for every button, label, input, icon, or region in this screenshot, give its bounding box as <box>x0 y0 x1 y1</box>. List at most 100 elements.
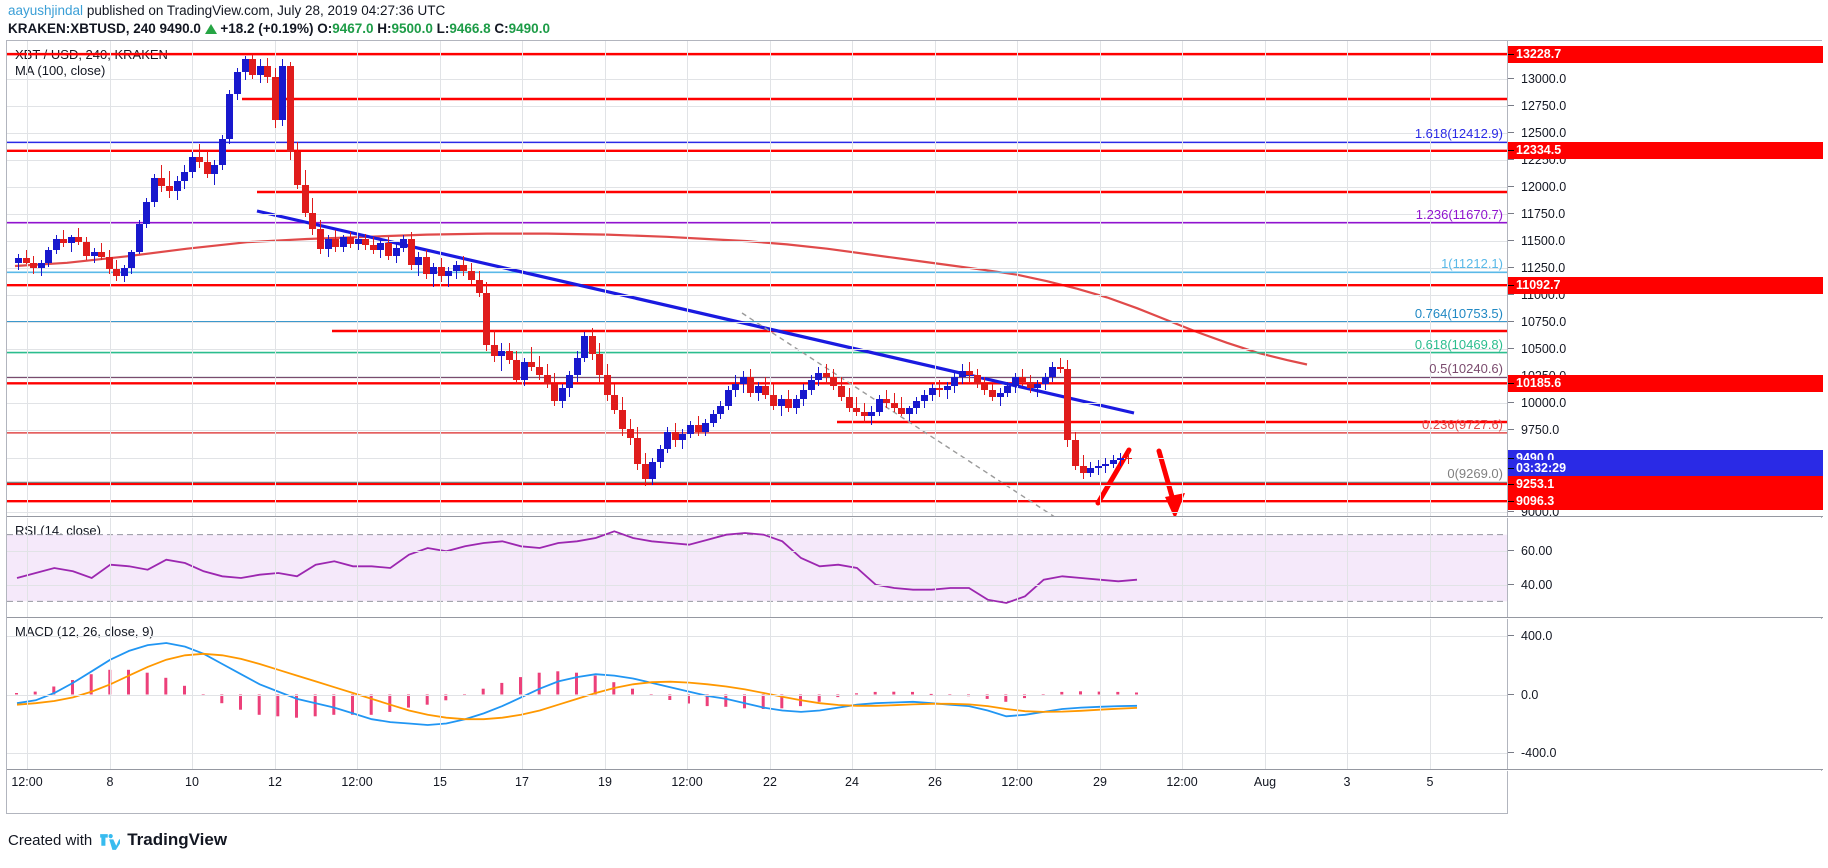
macd-histogram-bar <box>780 694 784 709</box>
price-tick: 13000.0 <box>1508 72 1823 86</box>
macd-pane[interactable]: MACD (12, 26, close, 9) 400.0 0.0 -400.0 <box>7 619 1823 770</box>
macd-histogram-bar <box>127 669 130 695</box>
price-tick: 12500.0 <box>1508 126 1823 140</box>
macd-histogram-bar <box>892 691 896 695</box>
time-axis-corner <box>1507 771 1822 814</box>
chart-frame[interactable]: XBT / USD, 240, KRAKEN MA (100, close) 1… <box>6 40 1823 814</box>
grid-line-vertical <box>440 518 441 617</box>
macd-histogram-bar <box>929 693 933 695</box>
grid-line-vertical <box>935 619 936 769</box>
price-tag-support[interactable]: 9253.1 <box>1508 475 1823 493</box>
grid-line-horizontal <box>7 160 1507 161</box>
grid-line-vertical <box>192 41 193 516</box>
macd-histogram-bar <box>1023 694 1026 699</box>
grid-line-vertical <box>440 619 441 769</box>
low-label: L: <box>436 21 450 36</box>
macd-histogram-bar <box>1135 692 1138 695</box>
macd-histogram-bar <box>164 677 168 695</box>
grid-line-horizontal <box>7 584 1507 586</box>
macd-histogram-bar <box>407 694 410 708</box>
time-tick-label: 12:00 <box>341 775 373 789</box>
grid-line-vertical <box>1347 41 1348 516</box>
rsi-band <box>7 534 1507 602</box>
macd-histogram-bar <box>575 672 578 695</box>
price-tick: 10000.0 <box>1508 396 1823 410</box>
grid-line-vertical <box>27 41 28 516</box>
macd-histogram-bar <box>836 694 840 698</box>
macd-scale: 400.0 0.0 -400.0 <box>1507 619 1822 769</box>
grid-line-horizontal <box>7 511 1507 513</box>
price-tick: 12000.0 <box>1508 180 1823 194</box>
time-tick-label: 12:00 <box>1166 775 1198 789</box>
macd-tick: 400.0 <box>1508 629 1823 643</box>
rsi-plot-area[interactable]: RSI (14, close) <box>7 518 1507 617</box>
time-tick-label: 12:00 <box>671 775 703 789</box>
grid-line-vertical <box>935 518 936 617</box>
time-tick-label: 12:00 <box>1001 775 1033 789</box>
footer: Created with TradingView <box>8 820 227 860</box>
price-tag-countdown[interactable]: 03:32:29 <box>1508 459 1823 477</box>
grid-line-vertical <box>1017 41 1018 516</box>
grid-line-vertical <box>1265 619 1266 769</box>
macd-histogram-bar <box>313 694 317 717</box>
price-pane[interactable]: XBT / USD, 240, KRAKEN MA (100, close) 1… <box>7 41 1823 517</box>
macd-histogram-bar <box>631 688 634 695</box>
macd-histogram-bar <box>71 680 74 695</box>
macd-histogram-bar <box>668 694 672 700</box>
high-value: 9500.0 <box>391 21 433 36</box>
price-tag-resistance[interactable]: 13228.7 <box>1508 45 1823 63</box>
rsi-overlay <box>7 530 1507 604</box>
grid-line-vertical <box>770 619 771 769</box>
grid-line-vertical <box>1100 619 1101 769</box>
macd-histogram-bar <box>52 686 56 695</box>
macd-study-title: MACD (12, 26, close, 9) <box>15 624 154 639</box>
price-tag-support[interactable]: 9096.3 <box>1508 492 1823 510</box>
macd-histogram-bar <box>276 694 280 717</box>
price-tick: 11250.0 <box>1508 261 1823 275</box>
high-label: H: <box>377 21 392 36</box>
grid-line-vertical <box>522 518 523 617</box>
time-axis[interactable]: 12:00 8 10 12 12:00 15 17 19 12:00 22 24 26 12:00 29 1… <box>7 771 1823 814</box>
macd-histogram-bar <box>369 694 373 715</box>
close-label: C: <box>494 21 509 36</box>
macd-histogram-bar <box>15 693 18 695</box>
price-tag-resistance[interactable]: 11092.7 <box>1508 276 1823 294</box>
grid-line-vertical <box>440 41 441 516</box>
macd-plot-area[interactable]: MACD (12, 26, close, 9) <box>7 619 1507 769</box>
author-name[interactable]: aayushjindal <box>8 3 84 18</box>
grid-line-vertical <box>852 518 853 617</box>
macd-histogram-bar <box>705 694 709 707</box>
close-value: 9490.0 <box>508 21 550 36</box>
macd-histogram-bar <box>1004 694 1008 702</box>
macd-histogram-bar <box>33 691 37 695</box>
publish-line: aayushjindal published on TradingView.co… <box>8 3 1828 19</box>
macd-histogram-bar <box>1097 691 1101 695</box>
price-scale[interactable]: 13000.0 12750.0 12500.0 12250.0 12000.0 11750… <box>1507 41 1823 516</box>
grid-line-vertical <box>935 41 936 516</box>
grid-line-vertical <box>852 619 853 769</box>
grid-line-horizontal <box>7 349 1507 351</box>
chart-header: aayushjindal published on TradingView.co… <box>0 0 1828 36</box>
grid-line-vertical <box>605 518 606 617</box>
price-tag-resistance[interactable]: 10185.6 <box>1508 374 1823 392</box>
grid-line-vertical <box>1017 518 1018 617</box>
grid-line-vertical <box>1265 41 1266 516</box>
rsi-pane[interactable]: RSI (14, close) 60.00 40.00 <box>7 518 1823 618</box>
grid-line-horizontal <box>7 132 1507 134</box>
grid-line-horizontal <box>7 214 1507 216</box>
price-plot-area[interactable]: XBT / USD, 240, KRAKEN MA (100, close) 1… <box>7 41 1507 516</box>
macd-histogram-bar <box>761 694 765 709</box>
fib-level-label: 0.5(10240.6) <box>1429 361 1503 377</box>
time-axis-labels: 12:00 8 10 12 12:00 15 17 19 12:00 22 24 26 12:00 29 1… <box>7 771 1507 814</box>
fib-level-label: 1.236(11670.7) <box>1415 206 1503 222</box>
time-tick-label: 24 <box>845 775 859 789</box>
symbol-label[interactable]: KRAKEN:XBTUSD, 240 <box>8 21 156 36</box>
grid-line-horizontal <box>7 322 1507 324</box>
macd-histogram-bar <box>108 669 112 695</box>
grid-line-horizontal <box>7 403 1507 405</box>
grid-line-vertical <box>192 518 193 617</box>
grid-line-vertical <box>110 619 111 769</box>
grid-line-vertical <box>770 518 771 617</box>
price-tag-resistance[interactable]: 12334.5 <box>1508 142 1823 160</box>
grid-line-vertical <box>1100 41 1101 516</box>
